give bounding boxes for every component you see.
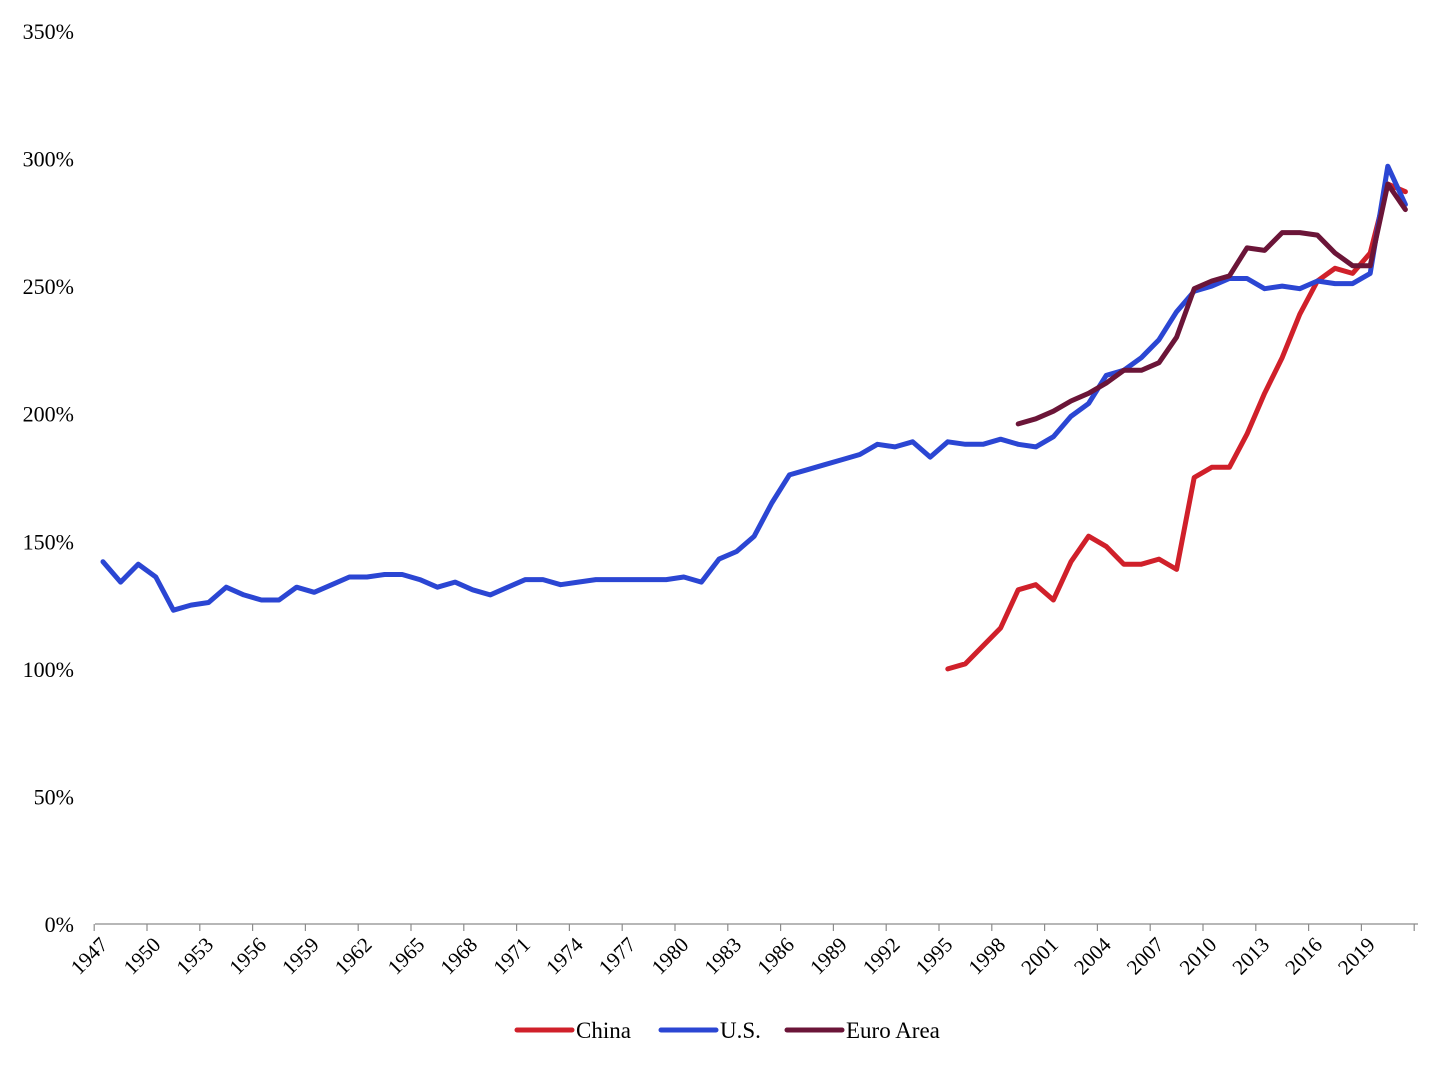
x-tick-label: 1968 — [435, 933, 482, 980]
legend-label-euro-area: Euro Area — [846, 1018, 940, 1043]
x-tick-label: 1986 — [752, 933, 799, 980]
x-tick-label: 1950 — [119, 933, 166, 980]
x-tick-label: 1980 — [647, 933, 694, 980]
y-tick-label: 300% — [23, 147, 74, 172]
series-line-euro-area — [1015, 181, 1408, 427]
x-tick-label: 1956 — [224, 933, 271, 980]
x-tick-label: 1992 — [858, 933, 905, 980]
x-tick-label: 2001 — [1016, 933, 1063, 980]
x-tick-label: 1953 — [171, 933, 218, 980]
x-tick-label: 1983 — [699, 933, 746, 980]
x-tick-label: 2013 — [1227, 933, 1274, 980]
y-tick-label: 0% — [45, 912, 74, 937]
x-axis: 1947 1950 1953 1956 1959 1962 1965 1968 1971 1974… — [66, 923, 1418, 980]
y-axis-tick-labels: 0% 50% 100% 150% 200% 250% 300% 350% — [23, 19, 74, 937]
x-tick-label: 1977 — [594, 933, 641, 980]
x-tick-label: 2016 — [1280, 933, 1327, 980]
y-tick-label: 50% — [34, 784, 74, 809]
y-tick-label: 250% — [23, 274, 74, 299]
x-tick-label: 1947 — [66, 933, 113, 980]
x-tick-label: 1971 — [488, 933, 535, 980]
series-line-u-s — [100, 163, 1408, 613]
x-tick-label: 1998 — [963, 933, 1010, 980]
series-line-china — [945, 181, 1408, 672]
x-tick-label: 2004 — [1069, 932, 1116, 979]
x-tick-label: 1995 — [911, 933, 958, 980]
x-tick-label: 2007 — [1122, 933, 1169, 980]
x-tick-label: 1989 — [805, 933, 852, 980]
y-tick-label: 350% — [23, 19, 74, 44]
x-tick-label: 1962 — [330, 933, 377, 980]
legend-label-china: China — [576, 1018, 631, 1043]
y-tick-label: 150% — [23, 529, 74, 554]
x-tick-label: 1974 — [541, 932, 588, 979]
y-tick-label: 200% — [23, 402, 74, 427]
series-lines — [100, 163, 1408, 672]
legend-label-u-s: U.S. — [720, 1018, 761, 1043]
x-tick-label: 2019 — [1333, 933, 1380, 980]
x-tick-label: 1965 — [383, 933, 430, 980]
x-tick-label: 1959 — [277, 933, 324, 980]
x-tick-label: 2010 — [1175, 933, 1222, 980]
legend: China U.S. Euro Area — [514, 1018, 940, 1043]
y-tick-label: 100% — [23, 657, 74, 682]
